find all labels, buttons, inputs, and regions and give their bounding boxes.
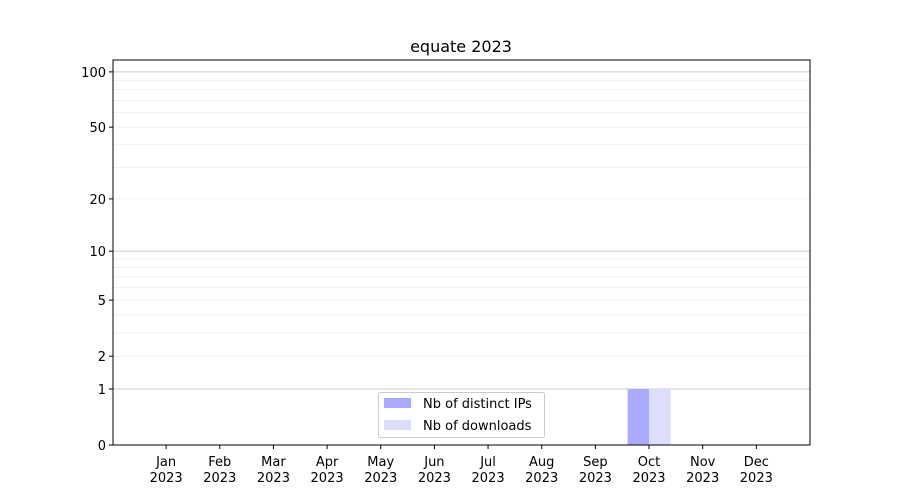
bars bbox=[627, 388, 671, 445]
x-tick-label-month: Jan bbox=[155, 455, 176, 470]
x-tick-label-month: Nov bbox=[690, 455, 716, 470]
x-tick-label-year: 2023 bbox=[150, 471, 183, 486]
x-tick-label-month: Aug bbox=[529, 455, 554, 470]
x-tick-label-year: 2023 bbox=[257, 471, 290, 486]
legend-swatch-downloads bbox=[384, 420, 411, 430]
grid bbox=[113, 71, 810, 390]
x-tick-label-month: Oct bbox=[638, 455, 660, 470]
x-tick-label-month: Dec bbox=[744, 455, 769, 470]
x-tick-label-month: Jun bbox=[423, 455, 444, 470]
y-tick-label: 50 bbox=[89, 121, 106, 136]
legend: Nb of distinct IPs Nb of downloads bbox=[378, 392, 545, 438]
y-tick-label: 100 bbox=[81, 66, 106, 81]
y-tick-label: 0 bbox=[98, 439, 106, 454]
x-tick-label-year: 2023 bbox=[418, 471, 451, 486]
legend-swatch-ips bbox=[384, 398, 411, 408]
x-tick-label-year: 2023 bbox=[203, 471, 236, 486]
x-tick-label-year: 2023 bbox=[525, 471, 558, 486]
x-tick-label-month: May bbox=[367, 455, 394, 470]
x-tick-label-month: Sep bbox=[583, 455, 608, 470]
bar-downloads bbox=[649, 388, 671, 445]
plot-frame bbox=[112, 59, 811, 446]
x-tick-label-month: Jul bbox=[479, 455, 496, 470]
x-tick-label-year: 2023 bbox=[632, 471, 665, 486]
x-tick-label-year: 2023 bbox=[472, 471, 505, 486]
y-tick-label: 2 bbox=[98, 350, 106, 365]
x-tick-label-year: 2023 bbox=[686, 471, 719, 486]
y-tick-label: 20 bbox=[89, 193, 106, 208]
x-tick-label-month: Feb bbox=[208, 455, 231, 470]
x-tick-label-year: 2023 bbox=[364, 471, 397, 486]
x-tick-label-year: 2023 bbox=[740, 471, 773, 486]
x-tick-label-year: 2023 bbox=[579, 471, 612, 486]
legend-box bbox=[378, 392, 545, 438]
legend-label-ips: Nb of distinct IPs bbox=[423, 397, 532, 412]
y-tick-label: 1 bbox=[98, 383, 106, 398]
x-tick-label-month: Mar bbox=[261, 455, 286, 470]
y-tick-label: 10 bbox=[89, 245, 106, 260]
x-axis: Jan2023Feb2023Mar2023Apr2023May2023Jun20… bbox=[150, 445, 773, 486]
y-tick-label: 5 bbox=[98, 294, 106, 309]
bar-ips bbox=[627, 388, 650, 445]
chart-title: equate 2023 bbox=[410, 37, 512, 56]
x-tick-label-month: Apr bbox=[316, 455, 339, 470]
legend-label-downloads: Nb of downloads bbox=[423, 419, 532, 434]
x-tick-label-year: 2023 bbox=[311, 471, 344, 486]
y-axis: 0 1 2 5 10 20 50 100 bbox=[81, 66, 113, 454]
